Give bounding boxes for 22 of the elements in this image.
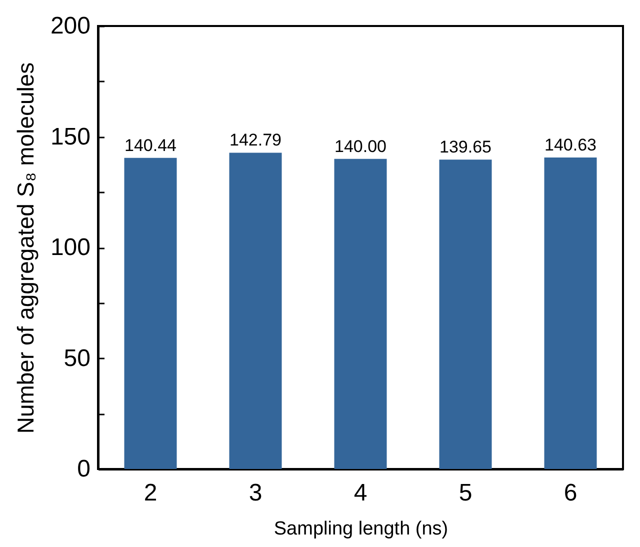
y-tick-label: 0 [77,456,90,482]
x-tick-label: 3 [248,480,262,506]
x-tick-label: 5 [458,480,472,506]
data-label: 139.65 [440,138,492,157]
bar [229,152,282,469]
x-tick-label: 2 [144,480,158,506]
y-tick-label: 50 [64,344,90,372]
bar [544,158,597,469]
bar [334,158,387,469]
y-tick-label: 100 [50,234,90,261]
data-label: 140.63 [544,136,596,155]
data-label: 140.44 [124,136,176,155]
y-axis-title: Number of aggregated S₈ molecules [12,62,38,434]
x-tick-label: 6 [564,480,578,506]
data-label: 140.00 [334,136,386,156]
x-tick-label: 4 [354,480,368,506]
bar [124,158,177,469]
y-tick-label: 200 [50,12,90,40]
data-label: 142.79 [230,130,282,150]
y-tick-label: 150 [50,123,90,150]
x-axis-title: Sampling length (ns) [274,518,448,540]
bar [439,160,492,469]
